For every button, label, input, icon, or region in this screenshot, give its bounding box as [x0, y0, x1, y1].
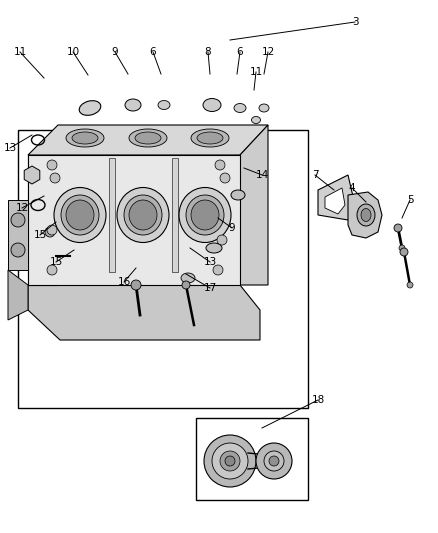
- Circle shape: [220, 451, 240, 471]
- Ellipse shape: [361, 208, 371, 222]
- Circle shape: [47, 160, 57, 170]
- Polygon shape: [28, 285, 260, 340]
- Ellipse shape: [54, 188, 106, 243]
- Circle shape: [217, 235, 227, 245]
- Circle shape: [213, 265, 223, 275]
- Ellipse shape: [117, 188, 169, 243]
- Circle shape: [11, 243, 25, 257]
- Ellipse shape: [66, 129, 104, 147]
- Polygon shape: [28, 155, 58, 285]
- Text: 17: 17: [203, 283, 217, 293]
- Ellipse shape: [135, 132, 161, 144]
- Ellipse shape: [191, 129, 229, 147]
- Ellipse shape: [129, 129, 167, 147]
- Circle shape: [264, 451, 284, 471]
- Circle shape: [215, 160, 225, 170]
- Text: 9: 9: [229, 223, 235, 233]
- Ellipse shape: [125, 99, 141, 111]
- Text: 15: 15: [49, 257, 63, 267]
- Text: 11: 11: [14, 47, 27, 57]
- Bar: [172, 158, 178, 272]
- Ellipse shape: [206, 243, 222, 253]
- Text: 15: 15: [33, 230, 46, 240]
- Bar: [196, 418, 308, 500]
- Text: 11: 11: [249, 67, 263, 77]
- Polygon shape: [325, 188, 345, 214]
- Ellipse shape: [186, 195, 224, 235]
- Polygon shape: [28, 125, 268, 155]
- Circle shape: [11, 213, 25, 227]
- Bar: [28, 155, 240, 285]
- Ellipse shape: [191, 200, 219, 230]
- Ellipse shape: [124, 195, 162, 235]
- Text: 6: 6: [237, 47, 244, 57]
- Circle shape: [220, 173, 230, 183]
- Circle shape: [50, 173, 60, 183]
- Circle shape: [182, 281, 190, 289]
- Circle shape: [400, 248, 408, 256]
- Polygon shape: [348, 192, 382, 238]
- Circle shape: [256, 443, 292, 479]
- Ellipse shape: [181, 273, 195, 283]
- Circle shape: [47, 225, 57, 235]
- Text: 6: 6: [150, 47, 156, 57]
- Circle shape: [225, 456, 235, 466]
- Text: 8: 8: [205, 47, 211, 57]
- Circle shape: [394, 224, 402, 232]
- Text: 16: 16: [117, 277, 131, 287]
- Circle shape: [45, 227, 55, 237]
- Text: 3: 3: [352, 17, 358, 27]
- Ellipse shape: [231, 190, 245, 200]
- Polygon shape: [318, 175, 355, 220]
- Ellipse shape: [129, 200, 157, 230]
- Ellipse shape: [251, 117, 261, 124]
- Text: 10: 10: [67, 47, 80, 57]
- Ellipse shape: [61, 195, 99, 235]
- Ellipse shape: [79, 101, 101, 115]
- Text: 12: 12: [15, 203, 28, 213]
- Text: 7: 7: [312, 170, 318, 180]
- Text: 4: 4: [349, 183, 355, 193]
- Ellipse shape: [179, 188, 231, 243]
- Ellipse shape: [66, 200, 94, 230]
- Ellipse shape: [158, 101, 170, 109]
- Text: 18: 18: [311, 395, 325, 405]
- Ellipse shape: [203, 99, 221, 111]
- Polygon shape: [240, 125, 268, 285]
- Text: 5: 5: [407, 195, 413, 205]
- Bar: [18, 130, 308, 408]
- Circle shape: [131, 280, 141, 290]
- Polygon shape: [8, 270, 28, 320]
- Ellipse shape: [234, 103, 246, 112]
- Ellipse shape: [259, 104, 269, 112]
- Text: 14: 14: [255, 170, 268, 180]
- Text: 12: 12: [261, 47, 275, 57]
- Circle shape: [399, 245, 405, 251]
- Text: 13: 13: [203, 257, 217, 267]
- Circle shape: [47, 265, 57, 275]
- Ellipse shape: [72, 132, 98, 144]
- Circle shape: [212, 443, 248, 479]
- Ellipse shape: [357, 204, 375, 226]
- Text: 13: 13: [4, 143, 17, 153]
- Ellipse shape: [197, 132, 223, 144]
- Polygon shape: [8, 200, 28, 270]
- Circle shape: [407, 282, 413, 288]
- Bar: [109, 158, 115, 272]
- Circle shape: [269, 456, 279, 466]
- Circle shape: [204, 435, 256, 487]
- Text: 9: 9: [112, 47, 118, 57]
